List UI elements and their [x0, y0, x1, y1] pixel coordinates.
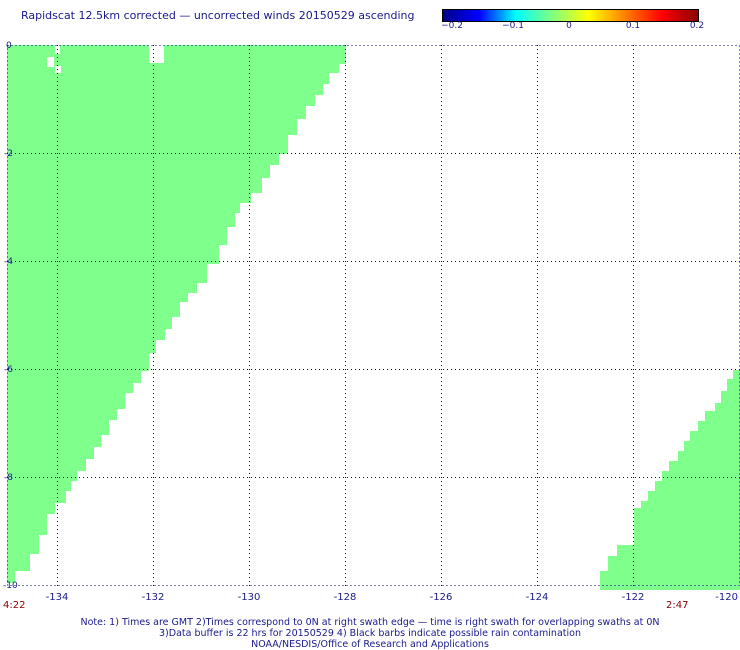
colorbar-tick: 0 — [566, 21, 572, 31]
x-tick-label: -126 — [430, 592, 453, 603]
time-left: 4:22 — [3, 600, 26, 611]
map-title: Rapidscat 12.5km corrected — uncorrected… — [21, 9, 415, 22]
note-line-2: 3)Data buffer is 22 hrs for 20150529 4) … — [159, 628, 581, 639]
colorbar-tick: 0.1 — [625, 21, 641, 31]
x-tick-label: -128 — [334, 592, 357, 603]
x-tick-label: -130 — [238, 592, 261, 603]
y-tick-label: -4 — [4, 257, 13, 267]
colorbar-tick: 0.2 — [689, 21, 705, 31]
x-tick-label: -132 — [142, 592, 165, 603]
time-right: 2:47 — [666, 600, 689, 611]
y-tick-label: 0 — [6, 41, 12, 51]
swath-right — [600, 370, 740, 590]
colorbar — [442, 9, 699, 22]
colorbar-tick: −0.2 — [441, 21, 463, 31]
x-tick-label: -134 — [46, 592, 69, 603]
y-tick-label: -2 — [4, 149, 13, 159]
note-line-3: NOAA/NESDIS/Office of Research and Appli… — [251, 639, 489, 650]
y-tick-label: -6 — [4, 365, 13, 375]
colorbar-tick: −0.1 — [502, 21, 524, 31]
x-tick-label: -120 — [715, 592, 738, 603]
x-tick-label: -124 — [526, 592, 549, 603]
y-tick-label: -10 — [3, 581, 18, 591]
swath-left — [7, 45, 346, 583]
y-tick-label: -8 — [4, 473, 13, 483]
x-tick-label: -122 — [622, 592, 645, 603]
note-line-1: Note: 1) Times are GMT 2)Times correspon… — [80, 617, 660, 628]
